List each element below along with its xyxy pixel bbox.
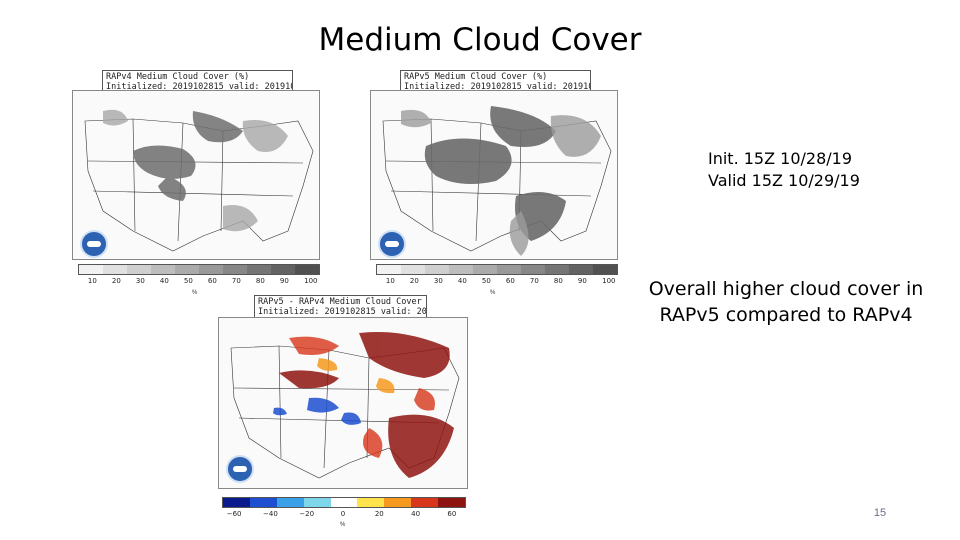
rapv4-tick: 10 bbox=[87, 277, 97, 285]
summary-text: Overall higher cloud cover in RAPv5 comp… bbox=[636, 276, 936, 328]
difference-header-times: Initialized: 2019102815 valid: 201910291… bbox=[258, 307, 427, 317]
rapv5-header-title: RAPv5 Medium Cloud Cover (%) bbox=[404, 72, 548, 82]
valid-time-label: Valid 15Z 10/29/19 bbox=[708, 171, 860, 190]
rapv4-tick: 60 bbox=[207, 277, 217, 285]
rapv5-tick: 20 bbox=[409, 277, 419, 285]
rapv5-tick: 80 bbox=[553, 277, 563, 285]
rapv5-tick: 60 bbox=[505, 277, 515, 285]
noaa-logo-icon bbox=[226, 455, 254, 483]
difference-colorbar bbox=[222, 497, 466, 508]
rapv4-header-times: Initialized: 2019102815 valid: 201910291… bbox=[106, 82, 292, 92]
difference-tick: 0 bbox=[340, 510, 346, 518]
difference-tick: −20 bbox=[299, 510, 315, 518]
rapv5-unit-label: % bbox=[490, 290, 496, 296]
rapv4-tick: 100 bbox=[304, 277, 318, 285]
rapv4-tick: 50 bbox=[183, 277, 193, 285]
difference-tick: −40 bbox=[263, 510, 278, 518]
rapv5-tick: 90 bbox=[577, 277, 587, 285]
rapv5-cloud-map bbox=[382, 106, 612, 256]
slide-title: Medium Cloud Cover bbox=[318, 22, 642, 58]
difference-tick: −60 bbox=[226, 510, 242, 518]
rapv4-tick: 70 bbox=[231, 277, 241, 285]
rapv4-tick: 30 bbox=[135, 277, 145, 285]
rapv4-tick: 20 bbox=[111, 277, 121, 285]
rapv4-colorbar bbox=[78, 264, 320, 275]
difference-tick: 40 bbox=[411, 510, 421, 518]
difference-header-title: RAPv5 - RAPv4 Medium Cloud Cover (%) bbox=[258, 297, 427, 307]
rapv5-colorbar-ticks: 10 20 30 40 50 60 70 80 90 100 bbox=[376, 277, 616, 287]
noaa-logo-icon bbox=[378, 230, 406, 258]
rapv5-tick: 40 bbox=[457, 277, 467, 285]
rapv4-colorbar-ticks: 10 20 30 40 50 60 70 80 90 100 bbox=[78, 277, 318, 287]
rapv5-tick: 100 bbox=[602, 277, 616, 285]
rapv4-map-panel: RAPv4 Medium Cloud Cover (%) Initialized… bbox=[72, 70, 324, 300]
noaa-logo-icon bbox=[80, 230, 108, 258]
rapv4-tick: 40 bbox=[159, 277, 169, 285]
rapv4-tick: 80 bbox=[255, 277, 265, 285]
rapv5-map-panel: RAPv5 Medium Cloud Cover (%) Initialized… bbox=[370, 70, 622, 300]
difference-tick: 20 bbox=[374, 510, 384, 518]
summary-line-1: Overall higher cloud cover in bbox=[648, 278, 924, 300]
difference-map-header: RAPv5 - RAPv4 Medium Cloud Cover (%) Ini… bbox=[254, 295, 427, 319]
rapv5-tick: 10 bbox=[385, 277, 395, 285]
rapv5-tick: 50 bbox=[481, 277, 491, 285]
forecast-times: Init. 15Z 10/28/19 Valid 15Z 10/29/19 bbox=[708, 148, 860, 192]
difference-tick: 60 bbox=[447, 510, 457, 518]
summary-line-2: RAPv5 compared to RAPv4 bbox=[659, 304, 913, 326]
rapv4-map-image bbox=[72, 90, 320, 260]
rapv5-colorbar bbox=[376, 264, 618, 275]
init-time-label: Init. 15Z 10/28/19 bbox=[708, 149, 853, 168]
rapv5-tick: 70 bbox=[529, 277, 539, 285]
difference-map-image bbox=[218, 317, 468, 489]
rapv4-unit-label: % bbox=[192, 290, 198, 296]
rapv5-map-image bbox=[370, 90, 618, 260]
rapv5-header-times: Initialized: 2019102815 valid: 201910291… bbox=[404, 82, 590, 92]
difference-cloud-map bbox=[230, 332, 460, 479]
rapv4-tick: 90 bbox=[279, 277, 289, 285]
page-number: 15 bbox=[873, 507, 887, 519]
difference-unit-label: % bbox=[340, 522, 346, 528]
rapv5-tick: 30 bbox=[433, 277, 443, 285]
rapv4-header-title: RAPv4 Medium Cloud Cover (%) bbox=[106, 72, 250, 82]
rapv4-cloud-map bbox=[84, 109, 314, 252]
difference-map-panel: RAPv5 - RAPv4 Medium Cloud Cover (%) Ini… bbox=[218, 295, 468, 535]
difference-colorbar-ticks: −60 −40 −20 0 20 40 60 bbox=[222, 510, 464, 520]
